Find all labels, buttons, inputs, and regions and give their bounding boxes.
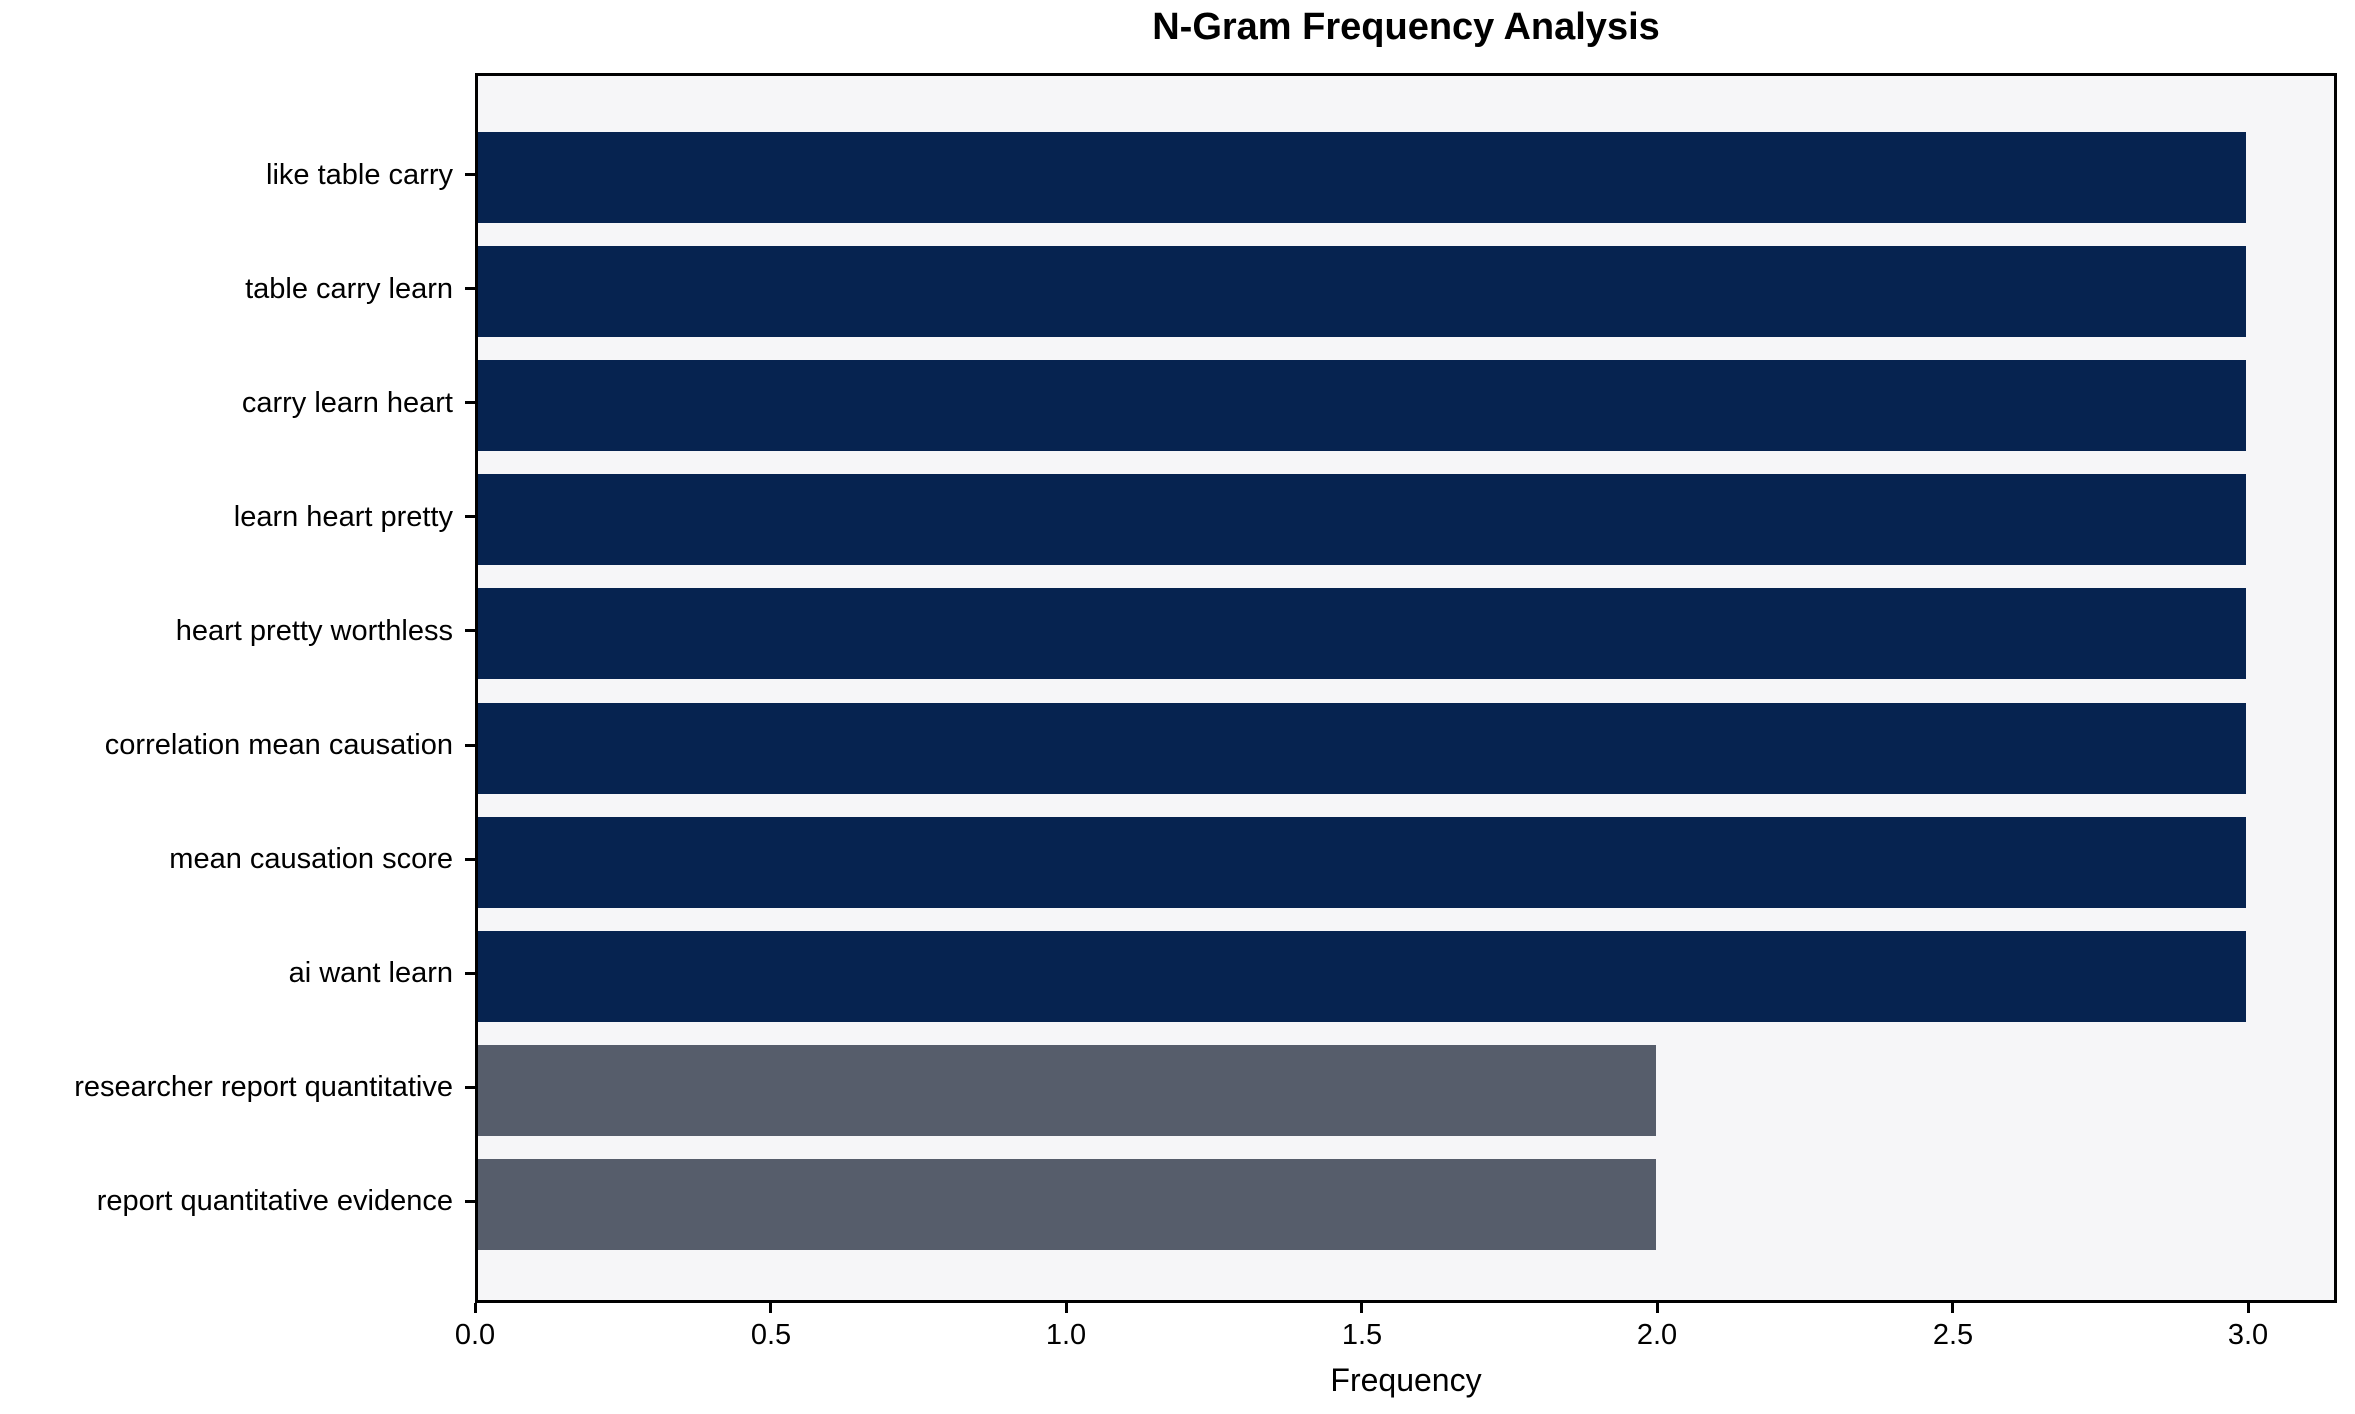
x-tick-mark bbox=[1656, 1303, 1659, 1313]
bar bbox=[478, 1045, 1657, 1136]
y-tick-label: heart pretty worthless bbox=[175, 615, 453, 647]
bar bbox=[478, 246, 2246, 337]
y-tick-mark bbox=[465, 972, 475, 975]
bar bbox=[478, 1159, 1657, 1250]
bar bbox=[478, 817, 2246, 908]
y-tick-mark bbox=[465, 744, 475, 747]
y-tick-mark bbox=[465, 629, 475, 632]
y-tick-mark bbox=[465, 287, 475, 290]
y-tick-mark bbox=[465, 173, 475, 176]
x-tick-label: 0.5 bbox=[750, 1319, 792, 1351]
x-tick-mark bbox=[1360, 1303, 1363, 1313]
x-axis-label: Frequency bbox=[1330, 1362, 1482, 1398]
x-tick-mark bbox=[769, 1303, 772, 1313]
bar bbox=[478, 588, 2246, 679]
y-tick-mark bbox=[465, 401, 475, 404]
x-tick-mark bbox=[1951, 1303, 1954, 1313]
plot-area bbox=[475, 73, 2337, 1303]
bar bbox=[478, 703, 2246, 794]
y-tick-mark bbox=[465, 1086, 475, 1089]
x-tick-label: 3.0 bbox=[2227, 1319, 2269, 1351]
y-tick-mark bbox=[465, 1200, 475, 1203]
x-tick-label: 1.5 bbox=[1341, 1319, 1383, 1351]
y-tick-label: researcher report quantitative bbox=[74, 1071, 453, 1103]
y-tick-label: mean causation score bbox=[169, 843, 453, 875]
chart-title: N-Gram Frequency Analysis bbox=[1152, 6, 1660, 48]
bar bbox=[478, 360, 2246, 451]
x-tick-mark bbox=[2247, 1303, 2250, 1313]
y-tick-label: like table carry bbox=[266, 159, 453, 191]
y-tick-label: carry learn heart bbox=[241, 387, 453, 419]
x-tick-label: 2.5 bbox=[1932, 1319, 1974, 1351]
y-tick-label: table carry learn bbox=[245, 273, 453, 305]
y-tick-label: report quantitative evidence bbox=[96, 1185, 453, 1217]
bar bbox=[478, 132, 2246, 223]
x-tick-label: 2.0 bbox=[1636, 1319, 1678, 1351]
y-tick-label: learn heart pretty bbox=[233, 501, 453, 533]
x-tick-mark bbox=[474, 1303, 477, 1313]
bar bbox=[478, 474, 2246, 565]
x-tick-label: 1.0 bbox=[1045, 1319, 1087, 1351]
y-tick-label: correlation mean causation bbox=[104, 729, 453, 761]
x-tick-label: 0.0 bbox=[454, 1319, 496, 1351]
y-tick-label: ai want learn bbox=[288, 957, 453, 989]
y-tick-mark bbox=[465, 858, 475, 861]
x-tick-mark bbox=[1065, 1303, 1068, 1313]
y-tick-mark bbox=[465, 515, 475, 518]
bar bbox=[478, 931, 2246, 1022]
